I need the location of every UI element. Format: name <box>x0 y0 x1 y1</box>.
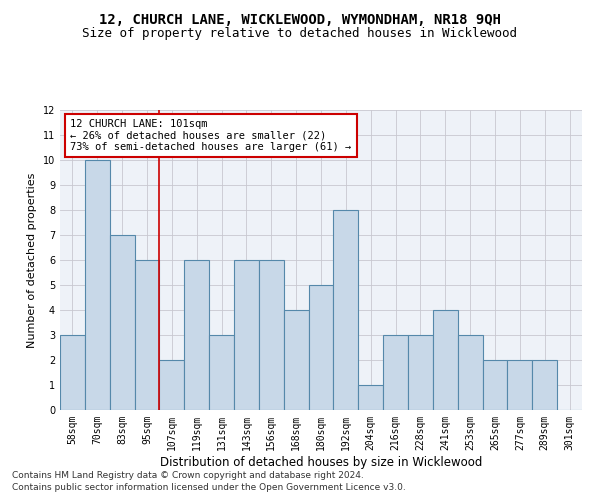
Bar <box>308 285 334 410</box>
Bar <box>433 310 458 410</box>
Bar <box>209 335 234 410</box>
X-axis label: Distribution of detached houses by size in Wicklewood: Distribution of detached houses by size … <box>160 456 482 468</box>
Text: Contains HM Land Registry data © Crown copyright and database right 2024.: Contains HM Land Registry data © Crown c… <box>12 471 364 480</box>
Bar <box>160 360 184 410</box>
Bar <box>60 335 85 410</box>
Text: Contains public sector information licensed under the Open Government Licence v3: Contains public sector information licen… <box>12 484 406 492</box>
Bar <box>508 360 532 410</box>
Bar <box>358 385 383 410</box>
Bar <box>259 260 284 410</box>
Y-axis label: Number of detached properties: Number of detached properties <box>27 172 37 348</box>
Bar <box>532 360 557 410</box>
Bar <box>383 335 408 410</box>
Bar <box>184 260 209 410</box>
Text: Size of property relative to detached houses in Wicklewood: Size of property relative to detached ho… <box>83 28 517 40</box>
Bar <box>284 310 308 410</box>
Bar <box>110 235 134 410</box>
Text: 12, CHURCH LANE, WICKLEWOOD, WYMONDHAM, NR18 9QH: 12, CHURCH LANE, WICKLEWOOD, WYMONDHAM, … <box>99 12 501 26</box>
Bar <box>408 335 433 410</box>
Text: 12 CHURCH LANE: 101sqm
← 26% of detached houses are smaller (22)
73% of semi-det: 12 CHURCH LANE: 101sqm ← 26% of detached… <box>70 119 352 152</box>
Bar <box>85 160 110 410</box>
Bar <box>134 260 160 410</box>
Bar <box>334 210 358 410</box>
Bar <box>234 260 259 410</box>
Bar <box>482 360 508 410</box>
Bar <box>458 335 482 410</box>
